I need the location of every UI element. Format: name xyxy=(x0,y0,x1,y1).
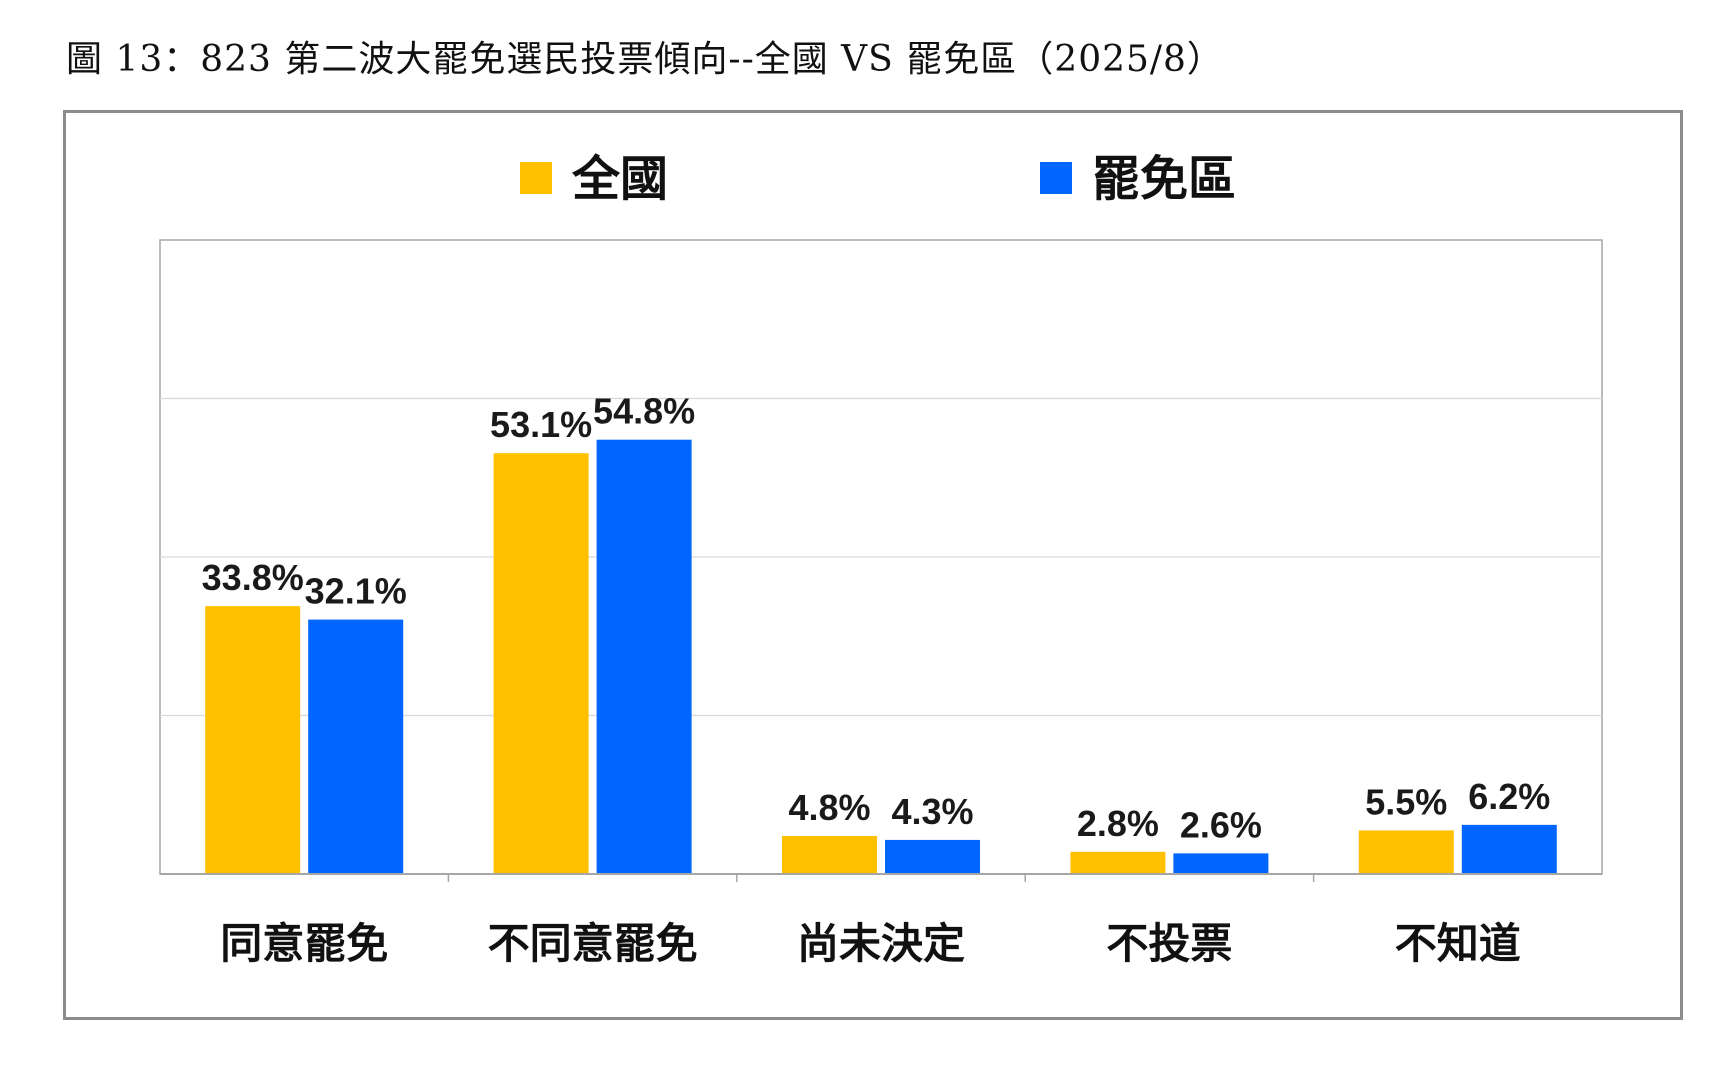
legend-swatch xyxy=(520,162,552,194)
bars xyxy=(205,439,1557,874)
legend: 全國 罷免區 xyxy=(520,152,1236,206)
data-label: 33.8% xyxy=(202,557,304,598)
data-label: 2.6% xyxy=(1180,804,1262,845)
bar-national-0 xyxy=(205,606,301,874)
data-label: 2.8% xyxy=(1077,803,1159,844)
x-tick-label: 同意罷免 xyxy=(220,920,388,967)
x-tick-label: 不同意罷免 xyxy=(488,920,698,967)
bar-recall-district-4 xyxy=(1461,824,1557,874)
bar-recall-district-0 xyxy=(308,619,404,874)
bar-national-2 xyxy=(782,835,877,874)
x-axis: 同意罷免 不同意罷免 尚未決定 不投票 不知道 xyxy=(160,873,1602,967)
bar-national-1 xyxy=(493,453,589,874)
bar-recall-district-1 xyxy=(596,439,692,874)
legend-label: 罷免區 xyxy=(1092,153,1236,206)
x-tick-label: 不投票 xyxy=(1106,920,1232,967)
legend-label: 全國 xyxy=(571,152,668,206)
bar-recall-district-2 xyxy=(885,839,980,874)
figure-title: 圖 13：823 第二波大罷免選民投票傾向--全國 VS 罷免區（2025/8） xyxy=(66,39,1224,80)
data-label: 32.1% xyxy=(305,571,407,612)
bar-recall-district-3 xyxy=(1173,853,1269,874)
bar-national-3 xyxy=(1070,851,1166,874)
data-label: 54.8% xyxy=(593,391,695,432)
x-tick-label: 尚未決定 xyxy=(797,920,965,967)
data-labels: 33.8% 53.1% 4.8% 2.8% 5.5% 32.1% 54.8% 4.3% 2.6%… xyxy=(202,391,1551,846)
data-label: 53.1% xyxy=(490,404,592,445)
data-label: 4.8% xyxy=(788,787,870,828)
data-label: 4.3% xyxy=(891,791,973,832)
bar-national-4 xyxy=(1358,830,1454,874)
data-label: 6.2% xyxy=(1468,776,1550,817)
data-label: 5.5% xyxy=(1365,781,1447,822)
legend-swatch xyxy=(1040,162,1072,194)
x-tick-label: 不知道 xyxy=(1395,920,1521,967)
